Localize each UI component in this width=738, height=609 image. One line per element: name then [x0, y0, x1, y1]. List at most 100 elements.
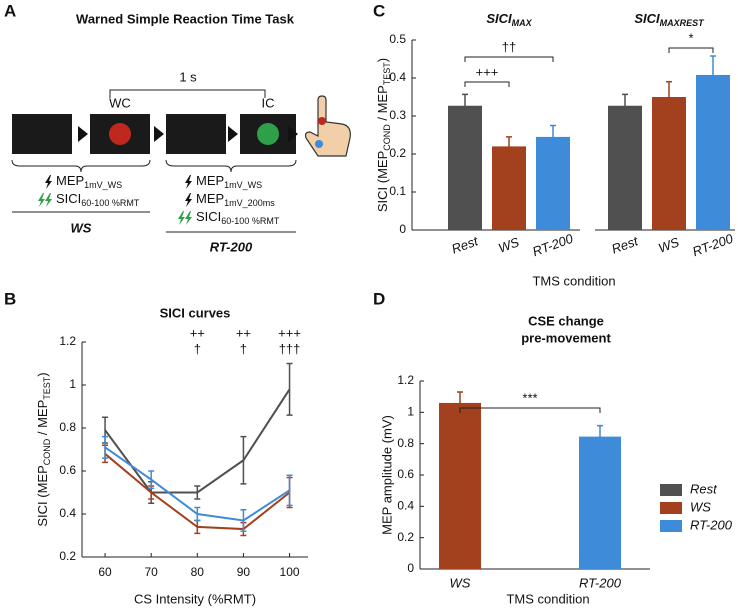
diagram-shapes [11, 89, 351, 233]
error-bar [462, 93, 468, 118]
significance-label: † [240, 341, 247, 356]
protocol-line: SICI60-100 %RMT [196, 209, 280, 226]
significance-label: ++ [190, 325, 205, 340]
protocol-line: MEP1mV_WS [56, 173, 122, 190]
error-bar [286, 362, 293, 416]
arrow [228, 126, 238, 142]
significance-bracket [464, 81, 510, 87]
text-part: SICI (MEP [375, 151, 390, 212]
panel-letter: D [373, 289, 385, 308]
error-bar [240, 508, 247, 532]
significance-label: †† [502, 39, 516, 54]
bar [536, 136, 570, 230]
bar [652, 97, 686, 230]
bar [608, 105, 642, 230]
subscript: MAX [512, 18, 533, 28]
subscript: MAXREST [660, 18, 706, 28]
significance-label: +++ [476, 64, 499, 79]
protocol-line: MEP1mV_200ms [196, 191, 275, 208]
subscript: COND [42, 438, 52, 465]
category-label: RT-200 [690, 231, 735, 260]
error-bar [102, 435, 109, 459]
bolt-icon [45, 175, 52, 189]
significance-bracket [668, 47, 714, 53]
screen [166, 114, 226, 154]
y-tick-label: 0.2 [59, 549, 76, 563]
group-title: SICIMAXREST [634, 11, 705, 28]
category-label: WS [656, 234, 681, 255]
y-tick-label: 0.6 [59, 463, 76, 477]
category-label: RT-200 [579, 575, 622, 590]
text-part: MEP [196, 191, 224, 206]
panel-letter: A [4, 1, 16, 20]
interval-bracket [109, 89, 266, 98]
significance-label: † [194, 341, 201, 356]
category-label: Rest [610, 233, 642, 257]
chart-title: SICI curves [160, 305, 231, 320]
error-bar [506, 136, 512, 157]
legend-label: RT-200 [690, 517, 733, 532]
error-bar [240, 435, 247, 485]
y-tick-label: 0.3 [389, 108, 406, 122]
y-tick-label: 0.4 [397, 499, 414, 513]
significance-label: ††† [279, 341, 301, 356]
panel-letter: B [4, 289, 16, 308]
text-part: MEP [56, 173, 84, 188]
subscript: 60-100 %RMT [221, 216, 280, 226]
error-bar [597, 424, 603, 449]
y-axis-label: SICI (MEPCOND / MEPTEST) [375, 58, 392, 212]
bolt-icon [178, 211, 185, 225]
subscript: TEST [42, 376, 52, 400]
x-tick-label: 80 [191, 565, 205, 579]
bolt-icon [45, 193, 52, 207]
x-tick-label: 100 [280, 565, 300, 579]
brace [11, 159, 151, 173]
y-tick-label: 0.6 [397, 467, 414, 481]
bolt-icon [185, 193, 192, 207]
category-label: Rest [450, 233, 482, 257]
bolt-icon [185, 211, 192, 225]
text-part: SICI [486, 11, 512, 26]
significance-label: +++ [278, 325, 301, 340]
category-label: WS [496, 234, 521, 255]
imperative-cue [257, 123, 279, 145]
protocol-line: SICI60-100 %RMT [56, 191, 140, 208]
y-tick-label: 0.2 [389, 146, 406, 160]
legend-label: WS [690, 499, 711, 514]
subscript: 1mV_200ms [224, 198, 275, 208]
chart-title: CSE change [528, 313, 604, 328]
y-tick-label: 0.8 [59, 420, 76, 434]
y-tick-label: 1.2 [59, 334, 76, 348]
y-tick-label: 0.4 [389, 70, 406, 84]
interval-label: 1 s [179, 69, 197, 84]
y-tick-label: 1.2 [397, 373, 414, 387]
text-part: MEP [196, 173, 224, 188]
y-axis-label: SICI (MEPCOND / MEPTEST) [35, 372, 52, 526]
legend-swatch [660, 520, 682, 532]
panel-letter: C [373, 1, 385, 20]
significance-label: ++ [236, 325, 251, 340]
error-bar [550, 124, 556, 150]
category-label: WS [450, 575, 471, 590]
y-tick-label: 1 [407, 405, 414, 419]
y-axis-label: MEP amplitude (mV) [379, 415, 394, 535]
text-part: SICI [196, 209, 221, 224]
subscript: TEST [382, 62, 392, 86]
subscript: 60-100 %RMT [81, 198, 140, 208]
y-tick-label: 0.2 [397, 530, 414, 544]
error-bar [286, 474, 293, 507]
hand-icon [304, 95, 351, 157]
significance-bracket [464, 56, 554, 62]
chart-title: pre-movement [521, 330, 611, 345]
warning-cue [109, 123, 131, 145]
legend-swatch [660, 484, 682, 496]
x-tick-label: 90 [237, 565, 251, 579]
y-tick-label: 0 [399, 222, 406, 236]
x-tick-label: 60 [98, 565, 112, 579]
cue-label: WC [109, 95, 131, 110]
y-tick-label: 0.1 [389, 184, 406, 198]
x-axis-label: TMS condition [506, 591, 589, 606]
text-part: ) [35, 372, 50, 376]
